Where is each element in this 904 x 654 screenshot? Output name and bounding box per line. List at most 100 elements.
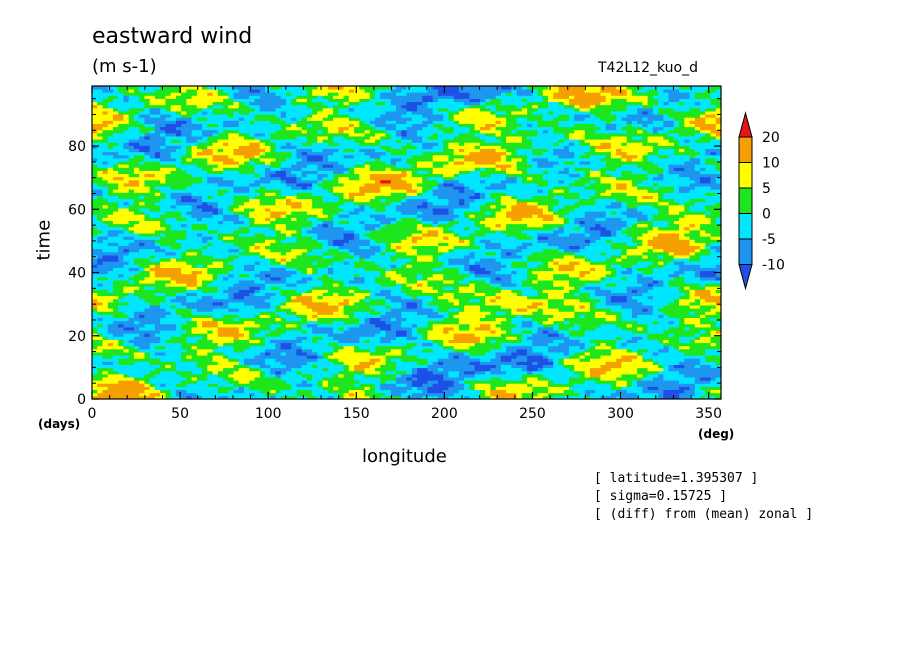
heatmap-cell (212, 330, 219, 334)
heatmap-cell (149, 283, 156, 287)
heatmap-cell (291, 377, 297, 381)
heatmap-cell (343, 395, 350, 400)
heatmap-cell (406, 339, 413, 344)
heatmap-cell (191, 383, 198, 387)
heatmap-cell (259, 339, 266, 344)
heatmap-cell (500, 361, 507, 365)
heatmap-cell (689, 358, 696, 362)
heatmap-cell (579, 370, 586, 375)
heatmap-cell (118, 276, 124, 281)
heatmap-cell (589, 280, 596, 284)
heatmap-cell (144, 311, 151, 315)
heatmap-cell (128, 292, 135, 297)
heatmap-cell (631, 395, 638, 400)
heatmap-cell (427, 305, 434, 309)
heatmap-cell (301, 317, 308, 322)
heatmap-cell (228, 389, 234, 394)
heatmap-cell (427, 355, 434, 359)
heatmap-cell (422, 333, 428, 337)
heatmap-cell (663, 276, 669, 281)
heatmap-cell (668, 339, 675, 344)
heatmap-cell (343, 301, 350, 306)
heatmap-cell (375, 380, 381, 384)
heatmap-cell (574, 320, 580, 325)
heatmap-cell (354, 289, 360, 293)
heatmap-cell (652, 280, 659, 284)
heatmap-cell (558, 342, 565, 347)
heatmap-cell (343, 370, 350, 375)
heatmap-cell (223, 320, 229, 325)
heatmap-cell (458, 273, 465, 278)
heatmap-cell (128, 336, 135, 340)
heatmap-cell (338, 301, 344, 306)
heatmap-cell (354, 267, 360, 272)
heatmap-cell (694, 342, 701, 347)
heatmap-cell (506, 270, 512, 275)
heatmap-cell (626, 364, 633, 369)
heatmap-cell (133, 370, 140, 375)
heatmap-cell (411, 358, 418, 362)
heatmap-cell (390, 314, 397, 319)
heatmap-cell (673, 286, 680, 290)
heatmap-cell (181, 276, 187, 281)
heatmap-cell (322, 361, 329, 365)
heatmap-cell (170, 345, 177, 350)
heatmap-cell (401, 276, 407, 281)
heatmap-cell (610, 314, 617, 319)
heatmap-cell (154, 295, 161, 300)
heatmap-cell (175, 392, 182, 397)
heatmap-cell (411, 311, 418, 315)
heatmap-cell (107, 364, 114, 369)
heatmap-cell (579, 333, 586, 337)
heatmap-cell (139, 305, 145, 309)
heatmap-cell (285, 367, 292, 372)
heatmap-cell (600, 345, 607, 350)
heatmap-cell (312, 389, 318, 394)
heatmap-cell (563, 298, 570, 303)
heatmap-cell (589, 314, 596, 319)
heatmap-cell (658, 348, 664, 353)
heatmap-cell (537, 323, 544, 328)
heatmap-cell (244, 392, 250, 397)
heatmap-cell (584, 273, 591, 278)
heatmap-cell (254, 298, 261, 303)
heatmap-cell (600, 320, 607, 325)
heatmap-cell (485, 342, 491, 347)
heatmap-cell (595, 327, 601, 331)
heatmap-cell (490, 377, 497, 381)
heatmap-cell (354, 367, 360, 372)
heatmap-cell (154, 345, 161, 350)
heatmap-cell (584, 348, 591, 353)
heatmap-cell (364, 311, 371, 315)
heatmap-cell (642, 323, 649, 328)
heatmap-cell (453, 361, 460, 365)
heatmap-cell (469, 320, 476, 325)
heatmap-cell (700, 383, 706, 387)
heatmap-cell (191, 336, 198, 340)
heatmap-cell (490, 286, 497, 290)
heatmap-cell (259, 330, 266, 334)
heatmap-cell (380, 339, 386, 344)
heatmap-cell (196, 364, 203, 369)
heatmap-cell (458, 308, 465, 312)
heatmap-cell (558, 311, 565, 315)
heatmap-cell (548, 317, 554, 322)
heatmap-cell (658, 355, 664, 359)
heatmap-cell (527, 339, 533, 344)
heatmap-cell (301, 389, 308, 394)
heatmap-cell (207, 352, 213, 356)
heatmap-cell (474, 370, 481, 375)
heatmap-cell (317, 358, 324, 362)
heatmap-cell (296, 358, 303, 362)
heatmap-cell (437, 298, 444, 303)
heatmap-cell (359, 367, 365, 372)
heatmap-cell (427, 267, 434, 272)
heatmap-cell (605, 292, 612, 297)
heatmap-cell (469, 395, 476, 400)
heatmap-cell (233, 367, 240, 372)
heatmap-cell (181, 289, 187, 293)
heatmap-cell (668, 383, 675, 387)
heatmap-cell (642, 355, 649, 359)
heatmap-cell (102, 377, 109, 381)
heatmap-cell (364, 323, 371, 328)
